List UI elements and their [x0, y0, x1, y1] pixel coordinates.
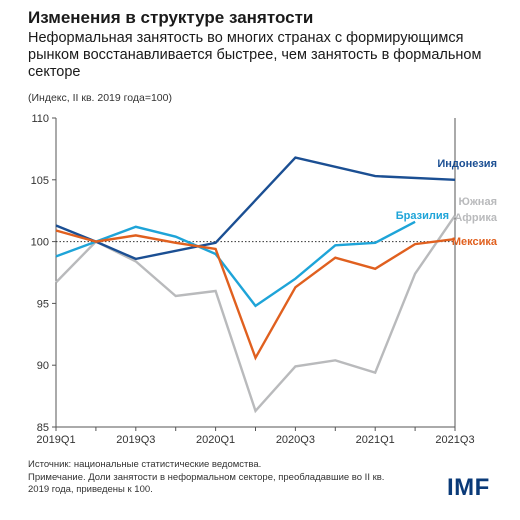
- x-tick-label: 2020Q3: [276, 434, 315, 446]
- series-label: Индонезия: [437, 158, 497, 170]
- index-note: (Индекс, II кв. 2019 года=100): [28, 92, 172, 104]
- footnotes: Источник: национальные статистические ве…: [28, 459, 408, 497]
- y-tick-label: 85: [37, 422, 49, 434]
- series-line-3: [55, 229, 456, 361]
- x-tick-label: 2019Q3: [116, 434, 155, 446]
- y-tick-label: 110: [31, 113, 49, 125]
- series-line-4: [55, 214, 456, 414]
- series-label: Южная: [459, 196, 497, 208]
- imf-logo: IMF: [447, 474, 490, 501]
- chart-title: Изменения в структуре занятости: [28, 8, 314, 27]
- y-tick-label: 90: [37, 360, 49, 372]
- series-line-1: [55, 156, 456, 261]
- x-tick-label: 2020Q1: [196, 434, 235, 446]
- series-label: Мексика: [452, 236, 498, 248]
- series-label: Бразилия: [396, 210, 449, 222]
- source-note: Источник: национальные статистические ве…: [28, 459, 262, 470]
- series-line-2: [55, 220, 416, 308]
- x-tick-label: 2021Q1: [356, 434, 395, 446]
- method-note: Примечание. Доли занятости в неформально…: [28, 471, 385, 496]
- series-label: Африка: [454, 212, 498, 224]
- line-chart: 85 90 95 100 105 110 2019Q1 2019Q3 2020Q1 2020Q3 2…: [31, 113, 498, 446]
- x-tick-label: 2019Q1: [36, 434, 75, 446]
- y-tick-label: 100: [31, 237, 49, 249]
- x-tick-label: 2021Q3: [435, 434, 474, 446]
- y-tick-label: 95: [37, 298, 49, 310]
- y-tick-label: 105: [31, 175, 49, 187]
- chart-subtitle: Неформальная занятость во многих странах…: [28, 30, 482, 80]
